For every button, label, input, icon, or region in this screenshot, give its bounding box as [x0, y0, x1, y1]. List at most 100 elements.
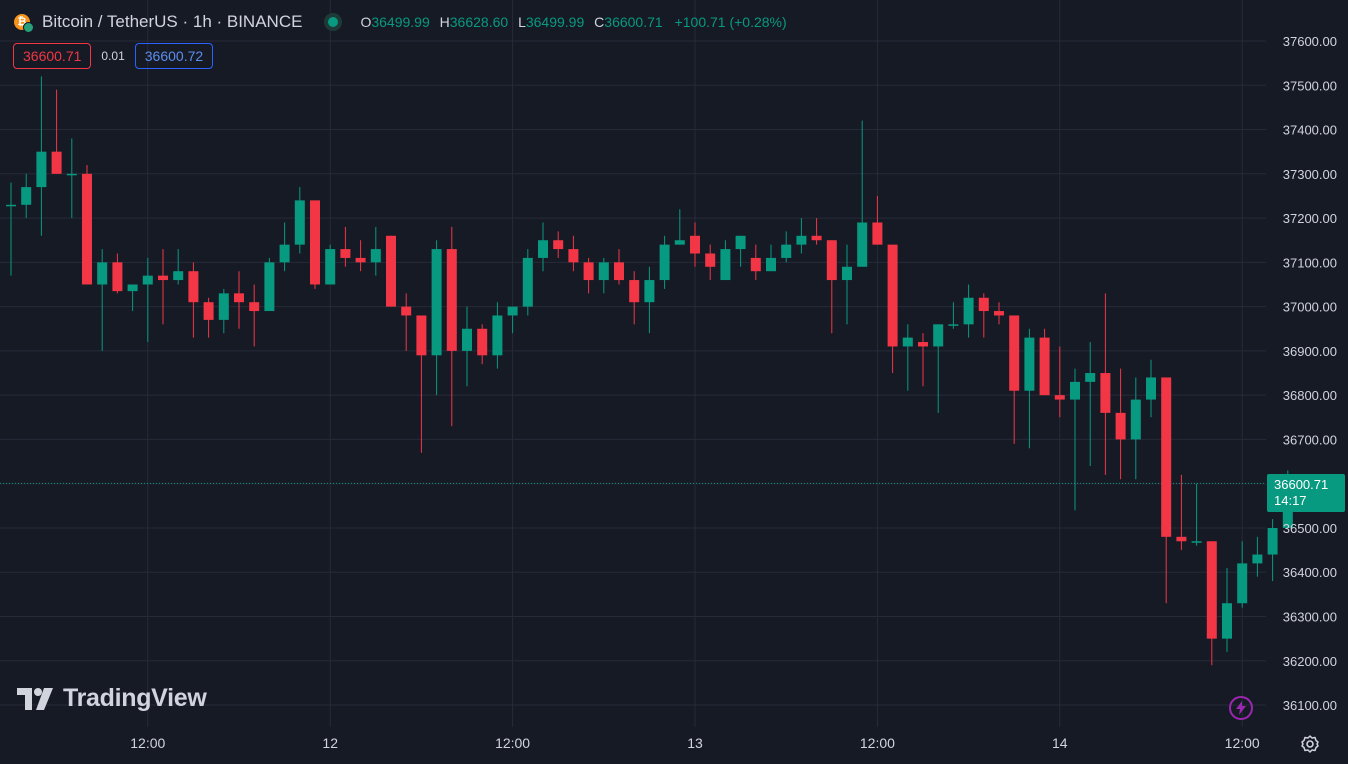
candle-body: [1039, 337, 1050, 396]
close-value: 36600.71: [604, 14, 663, 30]
candle: [568, 235, 579, 272]
candle-body: [1054, 395, 1065, 400]
y-tick-label: 36500.00: [1283, 521, 1337, 536]
candle-body: [1009, 315, 1020, 391]
candle-body: [310, 200, 320, 285]
candle: [234, 271, 244, 329]
candle-body: [568, 249, 579, 263]
candle: [325, 244, 336, 285]
candle-body: [158, 275, 168, 281]
candle-body: [902, 337, 913, 347]
candle-body: [66, 173, 77, 176]
candle-body: [507, 306, 518, 316]
candle: [82, 164, 92, 285]
candle: [720, 240, 731, 281]
candle-body: [492, 315, 503, 356]
y-tick-label: 37400.00: [1283, 123, 1337, 138]
candle: [522, 249, 533, 316]
candle-body: [51, 151, 62, 174]
candle-body: [1161, 377, 1172, 537]
candle: [948, 302, 959, 329]
candle: [1267, 519, 1278, 582]
candle-body: [887, 244, 898, 347]
last-price-value: 36600.71: [1274, 477, 1329, 492]
candle: [994, 302, 1004, 325]
candle: [1024, 328, 1035, 449]
candle-body: [249, 302, 260, 312]
x-tick-label: 12: [322, 735, 338, 751]
candle: [902, 324, 913, 391]
candle: [1206, 541, 1217, 666]
candle: [1176, 474, 1187, 551]
candle-body: [1176, 536, 1187, 542]
candle-body: [340, 249, 351, 258]
gear-icon[interactable]: [1300, 734, 1320, 754]
candle: [6, 182, 16, 276]
price-axis[interactable]: 37600.00 37500.00 37400.00 37300.00 37200.00…: [1283, 34, 1337, 713]
candle: [1146, 359, 1156, 418]
x-tick-label: 14: [1052, 735, 1068, 751]
candle: [842, 244, 852, 325]
candle: [158, 249, 168, 325]
candle-body: [355, 257, 366, 263]
candle-body: [477, 328, 488, 356]
candle: [203, 297, 214, 338]
high-value: 36628.60: [449, 14, 509, 30]
candle-body: [872, 222, 883, 245]
candle: [872, 195, 883, 245]
candle: [1161, 377, 1172, 604]
lightning-icon[interactable]: [1229, 696, 1253, 720]
candle: [294, 187, 305, 254]
candle: [1237, 541, 1248, 608]
candle: [1252, 536, 1263, 577]
candle-body: [1252, 554, 1263, 564]
candle: [51, 89, 62, 174]
candle-body: [173, 271, 184, 281]
candle-body: [963, 297, 974, 325]
candle: [249, 284, 260, 347]
y-tick-label: 37000.00: [1283, 300, 1337, 315]
candle: [173, 249, 184, 285]
candle: [918, 333, 928, 387]
candle-body: [978, 297, 989, 312]
sell-button[interactable]: 36600.71: [13, 43, 92, 69]
market-status-icon[interactable]: [328, 17, 339, 27]
candle-body: [522, 257, 533, 307]
candle-body: [933, 324, 944, 347]
candle: [188, 262, 199, 338]
candle: [735, 235, 746, 267]
y-tick-label: 36200.00: [1283, 654, 1337, 669]
time-axis[interactable]: 12:00 12 12:00 13 12:00 14 12:00: [130, 735, 1260, 751]
candle: [66, 138, 77, 219]
candle: [1115, 368, 1126, 480]
spread-value: 0.01: [101, 49, 125, 63]
low-value: 36499.99: [525, 14, 585, 30]
symbol-title[interactable]: Bitcoin / TetherUS · 1h · BINANCE: [42, 12, 303, 31]
candle: [614, 249, 624, 285]
candle: [887, 244, 898, 374]
candle: [370, 226, 381, 276]
buy-button[interactable]: 36600.72: [134, 43, 214, 69]
candle-body: [431, 249, 442, 356]
candle-body: [325, 249, 336, 285]
candle-body: [948, 324, 959, 326]
tradingview-logo[interactable]: TradingView: [17, 684, 207, 713]
candle-body: [127, 284, 138, 292]
candle: [1039, 328, 1050, 396]
candles: [6, 76, 1293, 666]
candle: [583, 257, 594, 294]
x-tick-label: 12:00: [1225, 735, 1260, 751]
bitcoin-icon[interactable]: ₿: [14, 14, 34, 33]
candle-body: [97, 262, 108, 285]
last-price-label: 36600.71 14:17: [1267, 474, 1345, 512]
candle: [401, 293, 412, 351]
candle-body: [553, 240, 564, 250]
candle-body: [1191, 541, 1202, 543]
candle-body: [203, 302, 214, 320]
candle: [264, 257, 275, 312]
candle: [750, 244, 761, 281]
candle-body: [690, 235, 700, 254]
candle-body: [705, 253, 716, 267]
candle-body: [188, 271, 199, 303]
